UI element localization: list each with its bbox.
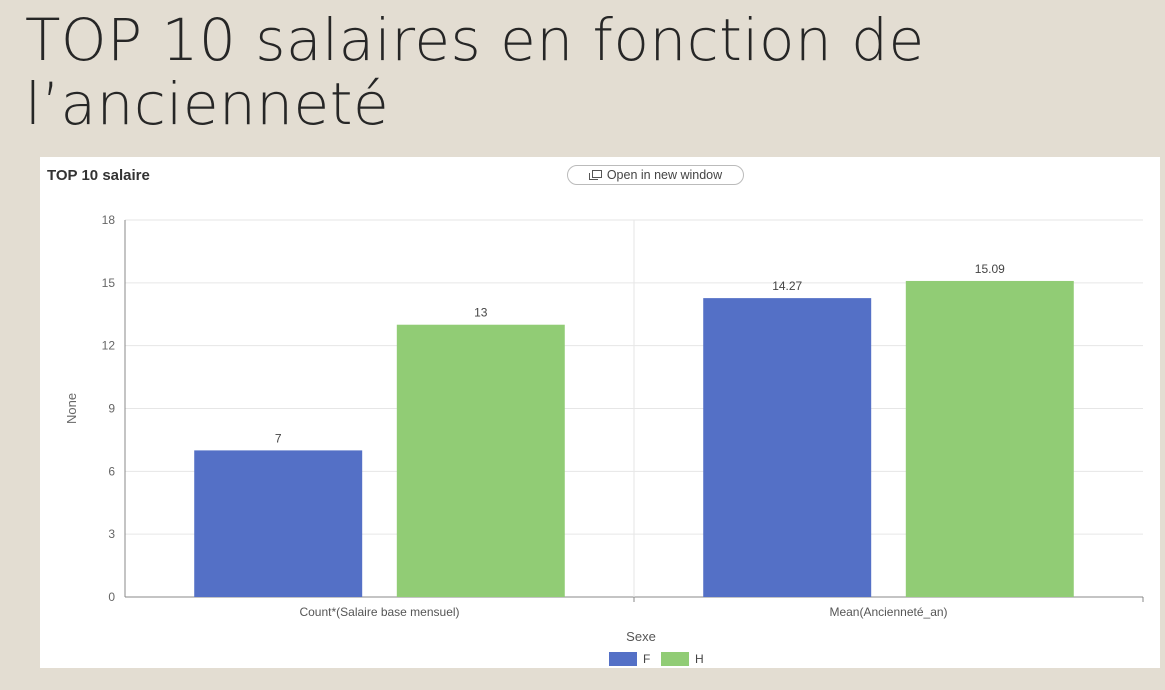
y-tick-label: 6: [108, 464, 115, 478]
x-tick-label: Count*(Salaire base mensuel): [299, 605, 459, 619]
y-tick-label: 18: [102, 213, 116, 227]
y-tick-label: 3: [108, 527, 115, 541]
y-tick-label: 0: [108, 590, 115, 604]
slide-title-line-2: l’ancienneté: [25, 70, 390, 138]
bar-chart: 0 3 6 9 12 15 18 7 13 Count*(Salaire base mensuel…: [64, 213, 1144, 666]
open-in-new-window-label: Open in new window: [606, 168, 723, 182]
bar-F-0: [194, 450, 363, 597]
y-tick-label: 15: [102, 276, 116, 290]
slide-title: TOP 10 salaires en fonction de l’ancienn…: [25, 8, 1125, 136]
bar-H-1: [905, 280, 1074, 597]
data-label: 7: [275, 431, 282, 445]
y-tick-label: 12: [102, 339, 116, 353]
open-in-new-window-button[interactable]: Open in new window: [567, 165, 744, 185]
y-axis-label: None: [64, 393, 79, 424]
slide-title-line-1: TOP 10 salaires en fonction de: [25, 6, 925, 74]
x-axis-label: Sexe: [626, 629, 656, 644]
data-label: 15.09: [975, 262, 1005, 276]
chart-title: TOP 10 salaire: [47, 167, 150, 184]
legend-swatch-H: [661, 652, 689, 666]
data-label: 14.27: [772, 279, 802, 293]
open-in-new-window-icon: [588, 169, 602, 181]
bar-F-1: [703, 298, 872, 597]
legend-swatch-F: [609, 652, 637, 666]
data-label: 13: [474, 306, 488, 320]
chart-panel: TOP 10 salaire Open in new window 0 3 6 9 12…: [40, 157, 1160, 668]
y-tick-label: 9: [108, 402, 115, 416]
x-tick-label: Mean(Ancienneté_an): [829, 605, 947, 619]
legend-label-F: F: [643, 652, 650, 666]
bar-H-0: [396, 324, 565, 597]
legend-label-H: H: [695, 652, 704, 666]
